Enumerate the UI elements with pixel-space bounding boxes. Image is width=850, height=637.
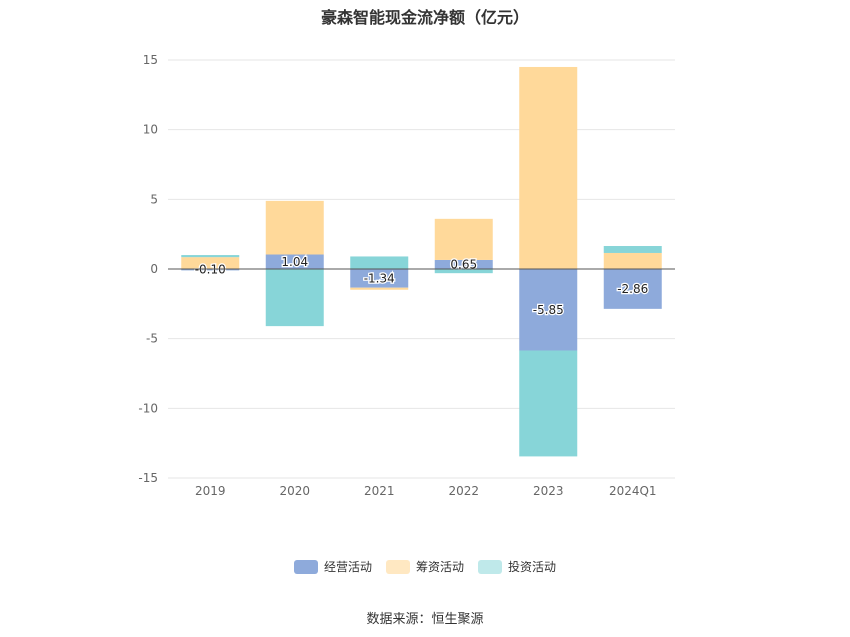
x-tick-label: 2020 [279, 484, 310, 498]
y-tick-label: 10 [143, 123, 158, 137]
bar-segment[interactable] [181, 257, 240, 269]
chart-title: 豪森智能现金流净额（亿元） [320, 8, 529, 27]
data-label: -5.85 [533, 303, 564, 317]
legend-swatch-investing [478, 559, 502, 574]
x-tick-label: 2024Q1 [609, 484, 657, 498]
data-label: -0.10 [195, 263, 226, 277]
bar-segment[interactable] [519, 66, 578, 269]
y-tick-label: 0 [150, 262, 158, 276]
legend-swatch-operating [293, 559, 318, 574]
bar-segment[interactable] [350, 287, 409, 290]
bar-segment[interactable] [434, 218, 493, 260]
bar-segment[interactable] [181, 255, 240, 258]
bar-segment[interactable] [265, 269, 324, 327]
x-tick-label: 2021 [364, 484, 395, 498]
legend-label-investing: 投资活动 [508, 560, 557, 574]
y-tick-label: 15 [143, 53, 158, 67]
legend-label-operating: 经营活动 [323, 560, 372, 574]
bar-segment[interactable] [519, 269, 578, 351]
bar-segment[interactable] [434, 259, 493, 269]
bar-segment[interactable] [265, 254, 324, 269]
data-source: 数据来源：恒生聚源 [366, 612, 484, 627]
y-tick-label: -10 [138, 401, 158, 415]
data-label: 1.04 [281, 255, 308, 269]
legend-item-operating[interactable]: 经营活动 [293, 558, 372, 575]
data-label: -2.86 [617, 282, 648, 296]
bar-segment[interactable] [603, 269, 662, 309]
bar-segment[interactable] [519, 350, 578, 457]
x-tick-label: 2022 [448, 484, 479, 498]
y-tick-label: 5 [150, 192, 158, 206]
x-tick-label: 2023 [533, 484, 564, 498]
y-tick-label: -5 [146, 332, 158, 346]
legend-item-investing[interactable]: 投资活动 [478, 558, 556, 575]
y-tick-label: -15 [138, 471, 158, 485]
bar-segment[interactable] [350, 269, 409, 288]
legend-label-financing: 筹资活动 [415, 560, 464, 574]
x-tick-label: 2019 [195, 484, 226, 498]
legend-item-financing[interactable]: 筹资活动 [385, 558, 464, 575]
data-label: -1.34 [364, 271, 395, 285]
bar-segment[interactable] [350, 256, 409, 269]
bar-segment[interactable] [181, 269, 240, 271]
bar-segment[interactable] [265, 200, 324, 255]
bar-segment[interactable] [434, 269, 493, 274]
legend-swatch-financing [385, 559, 410, 574]
legend: 经营活动 筹资活动 投资活动 [0, 558, 850, 575]
bar-segment[interactable] [603, 252, 662, 269]
bar-segment[interactable] [603, 246, 662, 253]
